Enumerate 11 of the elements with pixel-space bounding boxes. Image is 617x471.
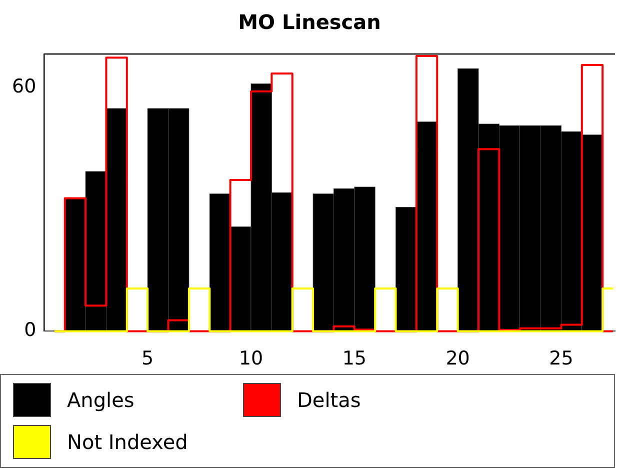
legend-label: Angles xyxy=(67,388,134,412)
y-tick-label: 60 xyxy=(12,75,36,98)
x-tick-label: 10 xyxy=(238,348,264,370)
legend-label: Deltas xyxy=(297,388,361,412)
x-tick-label: 5 xyxy=(142,348,154,370)
x-tick-label: 20 xyxy=(446,348,470,370)
x-tick-label: 15 xyxy=(342,348,366,370)
y-tick-label: 0 xyxy=(24,319,36,342)
x-tick-label: 25 xyxy=(549,348,574,370)
legend-label: Not Indexed xyxy=(67,430,188,454)
chart-title: MO Linescan xyxy=(238,10,381,34)
